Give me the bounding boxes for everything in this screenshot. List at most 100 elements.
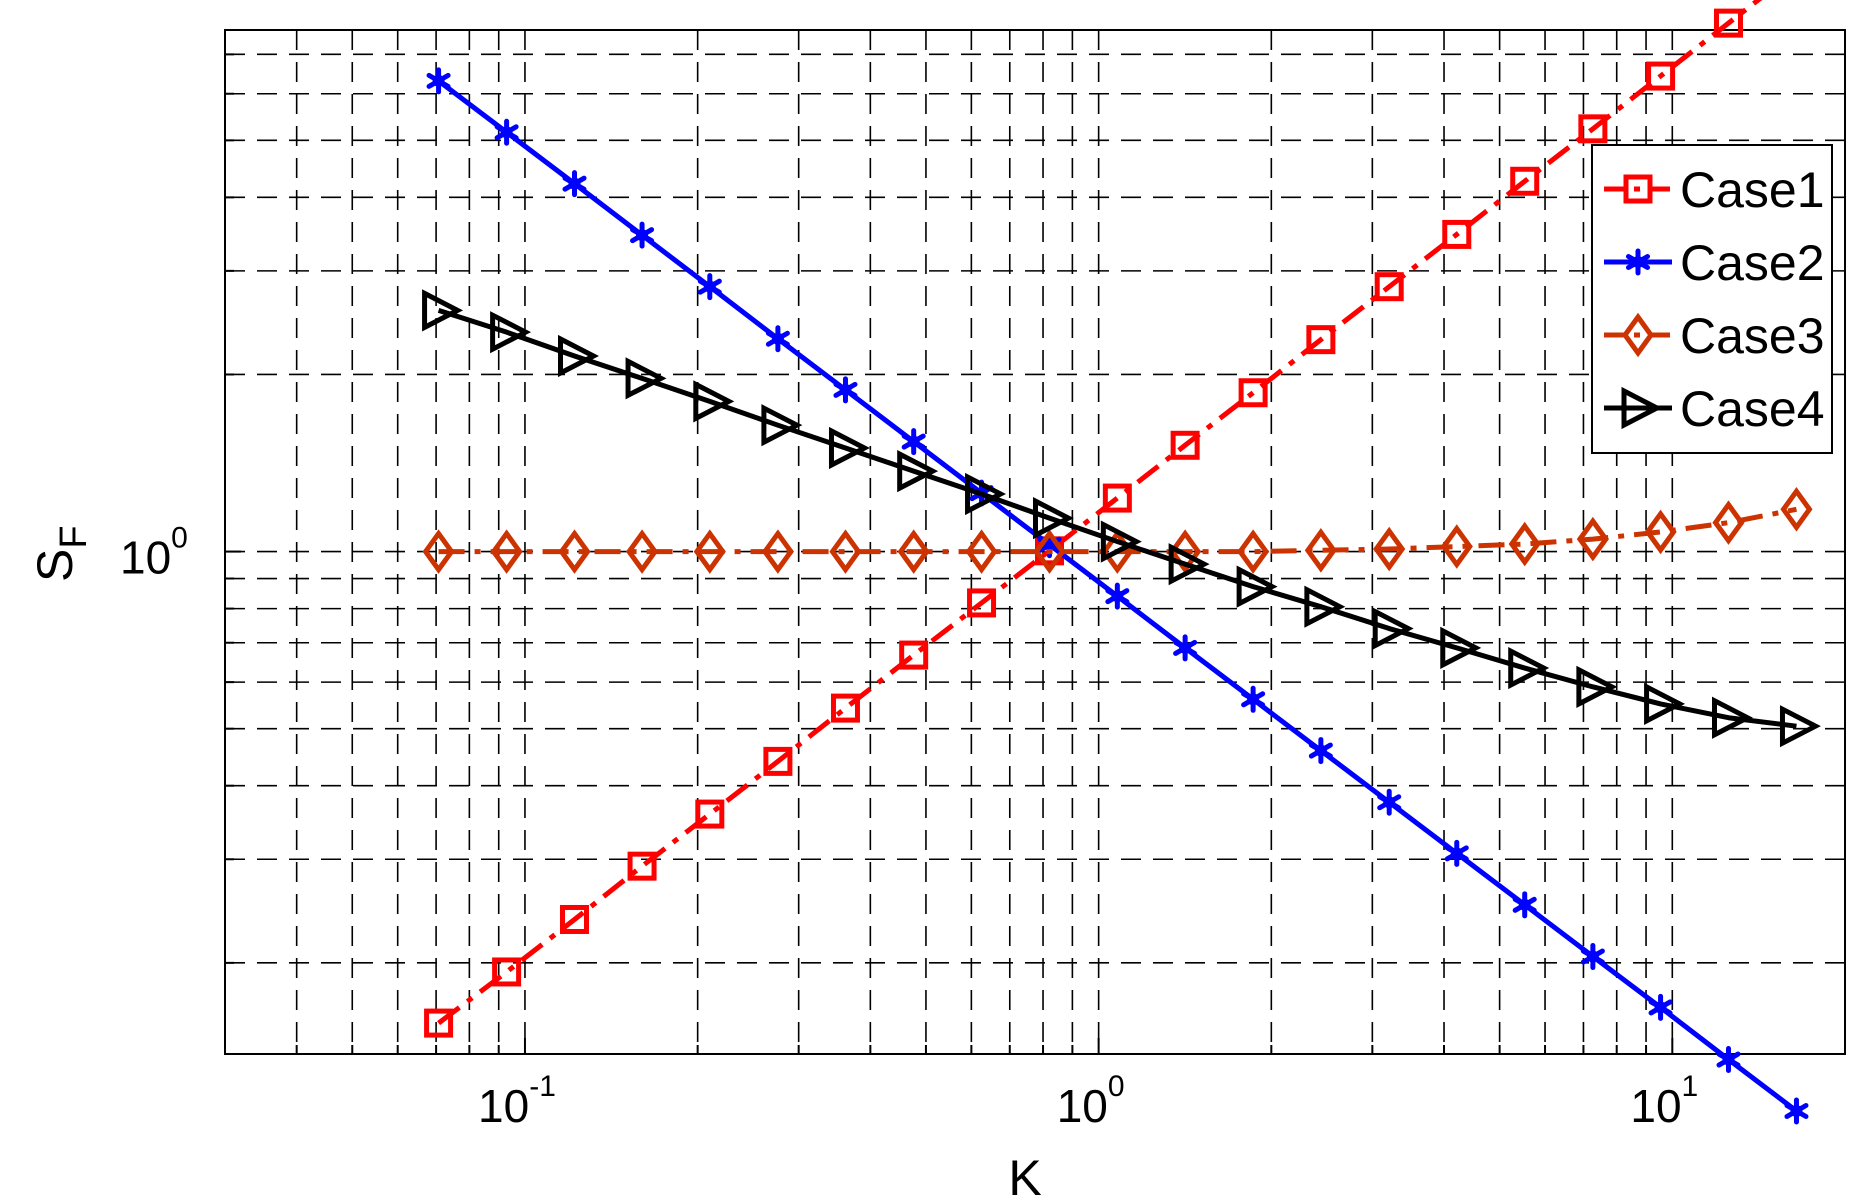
point-Case3-15 (1440, 524, 1473, 569)
point-Case1-11 (1170, 430, 1200, 460)
legend-box (1591, 144, 1833, 454)
point-Case4-14 (1372, 607, 1414, 650)
x-tick-label-2: 101 (1630, 1070, 1698, 1132)
x-tick-base: 10 (1057, 1080, 1108, 1132)
point-Case2-10 (1105, 582, 1130, 610)
point-Case4-18 (1644, 682, 1686, 725)
point-Case4-17 (1576, 665, 1618, 708)
asterisk-core (907, 435, 920, 448)
point-Case4-0 (422, 289, 464, 332)
point-Case1-15 (1442, 219, 1472, 249)
point-Case2-3 (630, 221, 655, 249)
point-Case3-17 (1576, 516, 1609, 562)
point-Case1-18 (1646, 61, 1676, 91)
point-Case3-14 (1373, 526, 1406, 572)
point-Case1-10 (1102, 483, 1132, 513)
asterisk-core (1654, 1001, 1667, 1014)
y-axis-label-subscript: F (53, 525, 95, 548)
point-Case3-13 (1304, 528, 1337, 573)
point-Case1-14 (1374, 272, 1404, 302)
legend-marker-Case2 (1625, 248, 1651, 276)
asterisk-core (1383, 796, 1396, 809)
x-axis-label: K (1008, 1150, 1041, 1202)
point-Case2-2 (562, 170, 587, 198)
asterisk-core (1518, 898, 1531, 911)
point-Case2-6 (833, 376, 858, 404)
x-tick-exponent: -1 (529, 1070, 556, 1103)
asterisk-core (1722, 1053, 1735, 1066)
asterisk-core (1179, 641, 1192, 654)
point-Case1-13 (1306, 325, 1336, 355)
series-line-Case4 (437, 308, 1797, 729)
point-Case4-11 (1168, 543, 1210, 586)
y-tick-label-0: 100 (120, 522, 188, 584)
asterisk-core (703, 280, 716, 293)
point-Case3-6 (829, 529, 862, 574)
asterisk-core (636, 229, 649, 242)
asterisk-core (839, 383, 852, 396)
point-Case4-6 (828, 426, 870, 470)
y-axis-label-main: S (27, 549, 83, 582)
x-tick-exponent: 0 (1108, 1070, 1125, 1103)
point-Case3-11 (1169, 529, 1202, 574)
point-Case4-2 (558, 334, 599, 378)
legend: Case1 Case2 Case3 Case4 (1591, 144, 1833, 454)
point-Case2-0 (426, 67, 451, 95)
legend-marker-Case1 (1623, 174, 1653, 204)
point-Case2-14 (1377, 788, 1402, 816)
asterisk-core (1790, 1105, 1803, 1118)
point-Case1-8 (967, 588, 997, 618)
point-Case4-13 (1304, 585, 1346, 628)
point-Case3-2 (558, 529, 591, 574)
point-Case1-7 (899, 640, 929, 670)
point-Case2-15 (1444, 839, 1469, 867)
point-Case3-20 (1780, 487, 1813, 532)
x-tick-label-0: 10-1 (478, 1070, 556, 1132)
series-layer (422, 0, 1821, 1125)
point-Case1-12 (1238, 378, 1268, 408)
point-Case4-12 (1236, 565, 1278, 608)
point-Case2-4 (697, 273, 722, 301)
point-Case4-16 (1508, 646, 1550, 690)
point-Case2-17 (1580, 943, 1605, 971)
point-Case2-18 (1648, 993, 1673, 1021)
point-Case4-10 (1100, 520, 1142, 563)
svg-text:SF: SF (27, 525, 95, 582)
asterisk-core (1247, 693, 1260, 706)
point-Case2-20 (1784, 1097, 1809, 1125)
series-Case4 (422, 289, 1821, 748)
point-Case1-0 (424, 1008, 454, 1038)
point-Case4-3 (625, 357, 667, 400)
point-Case3-18 (1644, 509, 1677, 555)
asterisk-core (1586, 950, 1599, 963)
point-Case2-16 (1512, 891, 1537, 919)
point-Case4-5 (761, 404, 803, 447)
point-Case1-2 (560, 904, 590, 934)
x-tick-label-1: 100 (1057, 1070, 1125, 1132)
series-line-Case1 (437, 0, 1763, 1026)
legend-label-Case2: Case2 (1680, 235, 1825, 291)
legend-label-Case3: Case3 (1680, 308, 1825, 364)
point-Case3-8 (965, 529, 998, 574)
y-axis-label: SF (27, 525, 95, 582)
point-Case3-0 (422, 529, 455, 574)
asterisk-core (1314, 744, 1327, 757)
point-Case1-19 (1713, 8, 1743, 38)
point-Case4-1 (490, 311, 532, 354)
plot-frame (224, 29, 1846, 1055)
point-Case2-1 (494, 118, 519, 146)
point-Case3-5 (761, 529, 794, 574)
point-Case2-7 (901, 428, 926, 456)
point-Case3-9 (1033, 529, 1066, 574)
x-tick-base: 10 (1630, 1080, 1681, 1132)
asterisk-core (500, 126, 513, 139)
point-Case3-7 (897, 529, 930, 574)
point-Case4-20 (1779, 705, 1821, 748)
point-Case4-4 (693, 380, 735, 423)
point-Case2-5 (765, 325, 790, 353)
point-Case2-12 (1241, 685, 1266, 713)
asterisk-core (432, 74, 445, 87)
point-Case4-7 (897, 450, 939, 493)
asterisk-core (771, 332, 784, 345)
